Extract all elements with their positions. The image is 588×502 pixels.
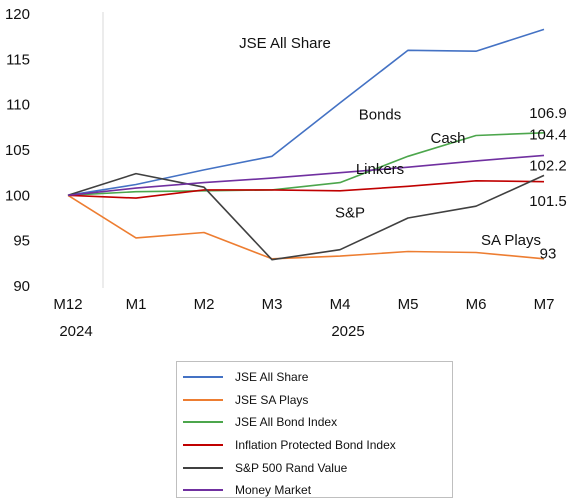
y-tick-label: 110: [6, 97, 30, 114]
line-chart: 90 95 100 105 110 115 120 M12 M1 M2 M3 M4 M5 M6 M7 20…: [5, 6, 567, 340]
year-label: 2024: [59, 323, 92, 340]
legend-swatch: [183, 489, 223, 492]
legend-swatch: [183, 466, 223, 469]
legend-swatch: [183, 376, 223, 379]
y-tick-labels: 90 95 100 105 110 115 120: [5, 6, 30, 295]
legend-label: JSE All Share: [235, 370, 309, 385]
x-tick-labels: M12 M1 M2 M3 M4 M5 M6 M7: [53, 296, 554, 313]
legend-item: Money Market: [177, 479, 452, 502]
series-line-jse-all-bond-index: [67, 132, 545, 197]
legend: JSE All Share JSE SA Plays JSE All Bond In…: [176, 361, 453, 498]
legend-swatch: [183, 444, 223, 447]
y-tick-label: 100: [5, 187, 30, 204]
y-tick-label: 95: [13, 233, 30, 250]
legend-label: Money Market: [235, 483, 312, 498]
end-value-label: 101.5: [529, 193, 567, 210]
legend-label: JSE All Bond Index: [235, 415, 338, 430]
legend-item: JSE All Bond Index: [177, 411, 452, 434]
x-tick-label: M1: [126, 296, 147, 313]
legend-item: Inflation Protected Bond Index: [177, 434, 452, 457]
series-annotation: S&P: [335, 205, 365, 222]
end-value-label: 102.2: [529, 157, 567, 174]
x-tick-label: M12: [53, 296, 82, 313]
y-tick-label: 90: [13, 278, 30, 295]
legend-item: JSE All Share: [177, 366, 452, 389]
end-value-label: 104.4: [529, 127, 567, 144]
legend-item: JSE SA Plays: [177, 389, 452, 412]
series-line-money-market: [67, 154, 545, 197]
series-annotation: SA Plays: [481, 232, 541, 249]
legend-label: JSE SA Plays: [235, 392, 309, 407]
series-annotation: Linkers: [356, 161, 404, 178]
series-annotation: JSE All Share: [239, 35, 331, 52]
series-line-s-p-500-rand-value: [67, 172, 545, 261]
year-labels: 2024 2025: [59, 323, 364, 340]
y-tick-label: 105: [5, 142, 30, 159]
x-tick-label: M4: [330, 296, 351, 313]
series-line-jse-all-share: [67, 28, 545, 197]
end-value-label: 93: [540, 245, 557, 262]
series-annotation: Bonds: [359, 107, 402, 124]
x-tick-label: M6: [466, 296, 487, 313]
series-line-jse-sa-plays: [67, 194, 545, 260]
series-lines: [67, 28, 545, 261]
legend-swatch: [183, 421, 223, 424]
x-tick-label: M7: [534, 296, 555, 313]
legend-swatch: [183, 398, 223, 401]
legend-label: Inflation Protected Bond Index: [235, 438, 396, 453]
y-tick-label: 120: [5, 6, 30, 23]
y-tick-label: 115: [6, 51, 30, 68]
series-annotations: JSE All Share Bonds Cash Linkers S&P SA Plays: [239, 35, 541, 249]
x-tick-label: M2: [194, 296, 215, 313]
series-line-inflation-protected-bond-index: [67, 180, 545, 199]
x-tick-label: M5: [398, 296, 419, 313]
legend-item: S&P 500 Rand Value: [177, 456, 452, 479]
series-annotation: Cash: [430, 130, 465, 147]
x-tick-label: M3: [262, 296, 283, 313]
legend-label: S&P 500 Rand Value: [235, 460, 348, 475]
year-label: 2025: [331, 323, 364, 340]
end-value-label: 106.9: [529, 105, 567, 122]
